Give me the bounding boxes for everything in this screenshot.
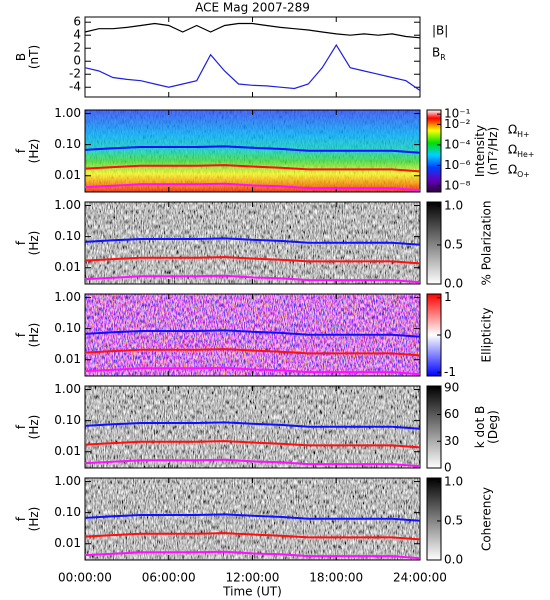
series-line xyxy=(84,237,421,246)
colorbar-tick-label: 0 xyxy=(444,328,452,342)
series-line xyxy=(84,550,421,560)
colorbar xyxy=(426,477,442,561)
y-axis-label: f xyxy=(14,516,28,521)
colorbar-tick-label: 0.0 xyxy=(444,553,463,567)
series-line xyxy=(84,329,421,338)
y-tick-label: 6 xyxy=(73,15,81,29)
colorbar-label: % Polarization xyxy=(480,201,494,286)
y-tick-label: 1.00 xyxy=(54,382,81,396)
x-tick-label: 06:00:00 xyxy=(142,571,196,585)
y-tick-label: 1.00 xyxy=(54,106,81,120)
y-tick-label: 0.01 xyxy=(54,352,81,366)
y-axis-label: (Hz) xyxy=(27,507,41,532)
y-axis-label: (Hz) xyxy=(27,415,41,440)
colorbar xyxy=(426,109,442,193)
legend-entry: BR xyxy=(432,46,446,63)
y-axis-label: (Hz) xyxy=(27,231,41,256)
y-tick-label: 0.10 xyxy=(54,229,81,243)
y-tick-label: 0.10 xyxy=(54,413,81,427)
x-tick-label: 12:00:00 xyxy=(226,571,280,585)
y-tick-label: 0.01 xyxy=(54,536,81,550)
y-tick-label: 0.10 xyxy=(54,505,81,519)
y-axis-label: f xyxy=(14,332,28,337)
y-tick-label: 0.01 xyxy=(54,168,81,182)
series-line xyxy=(84,274,421,284)
colorbar-tick-label: 0 xyxy=(444,461,452,475)
series-line xyxy=(84,440,421,449)
y-tick-label: 2 xyxy=(73,41,81,55)
y-tick-label: 0.10 xyxy=(54,321,81,335)
colorbar-label: (nT²/Hz) xyxy=(486,127,500,175)
y-tick-label: 4 xyxy=(73,28,81,42)
colorbar-tick-label: 1 xyxy=(444,290,452,304)
colorbar-tick-label: 1.0 xyxy=(444,198,463,212)
series-line xyxy=(84,43,421,91)
series-line xyxy=(84,458,421,468)
colorbar-label: Intensity xyxy=(473,125,487,177)
y-tick-label: 0.01 xyxy=(54,260,81,274)
series-line xyxy=(84,513,421,522)
colorbar-label: k dot B xyxy=(473,406,487,448)
colorbar-tick-label: 0.5 xyxy=(444,513,463,527)
series-line xyxy=(84,182,421,192)
colorbar-label: Coherency xyxy=(480,487,494,551)
y-tick-label: 1.00 xyxy=(54,290,81,304)
colorbar-tick-label: 10⁻⁴ xyxy=(444,137,471,151)
y-axis-label: (Hz) xyxy=(27,139,41,164)
colorbar-label: (Deg) xyxy=(486,410,500,444)
colorbar-label: Ellipticity xyxy=(480,308,494,363)
y-tick-label: 0.01 xyxy=(54,444,81,458)
colorbar-tick-label: 60 xyxy=(444,407,459,421)
series-line xyxy=(84,164,421,173)
y-tick-label: 0 xyxy=(73,54,81,68)
y-axis-label: (Hz) xyxy=(27,323,41,348)
colorbar-tick-label: 30 xyxy=(444,434,459,448)
series-line xyxy=(84,366,421,376)
x-tick-label: 24:00:00 xyxy=(393,571,447,585)
colorbar-tick-label: 0.0 xyxy=(444,277,463,291)
colorbar-tick-label: 90 xyxy=(444,380,459,394)
legend-entry: ΩH+ xyxy=(508,123,530,140)
y-axis-label: f xyxy=(14,240,28,245)
y-tick-label: -4 xyxy=(69,80,81,94)
colorbar xyxy=(426,201,442,285)
colorbar-tick-label: 10⁻⁸ xyxy=(444,178,471,192)
x-tick-label: 00:00:00 xyxy=(58,571,112,585)
y-axis-label: f xyxy=(14,424,28,429)
y-axis-label: B xyxy=(14,53,28,61)
colorbar-tick-label: -1 xyxy=(444,365,456,379)
x-tick-label: 18:00:00 xyxy=(309,571,363,585)
legend-entry: ΩO+ xyxy=(508,163,530,180)
colorbar-tick-label: 10⁻¹ xyxy=(444,107,471,121)
chart-title: ACE Mag 2007-289 xyxy=(195,1,310,15)
y-tick-label: 1.00 xyxy=(54,474,81,488)
series-line xyxy=(84,22,421,39)
legend-entry: |B| xyxy=(432,24,448,38)
series-line xyxy=(84,532,421,541)
legend-entry: ΩHe+ xyxy=(508,143,534,160)
colorbar-tick-label: 1.0 xyxy=(444,474,463,488)
colorbar-tick-label: 10⁻⁶ xyxy=(444,158,471,172)
y-axis-label: (nT) xyxy=(27,45,41,69)
colorbar xyxy=(426,385,442,469)
series-line xyxy=(84,256,421,265)
series-line xyxy=(84,421,421,430)
y-tick-label: 0.10 xyxy=(54,137,81,151)
y-axis-label: f xyxy=(14,148,28,153)
y-tick-label: -2 xyxy=(69,67,81,81)
x-axis-label: Time (UT) xyxy=(222,585,282,599)
colorbar-tick-label: 10⁻² xyxy=(444,117,471,131)
series-line xyxy=(84,348,421,357)
colorbar-tick-label: 0.5 xyxy=(444,237,463,251)
y-tick-label: 1.00 xyxy=(54,198,81,212)
series-line xyxy=(84,145,421,154)
